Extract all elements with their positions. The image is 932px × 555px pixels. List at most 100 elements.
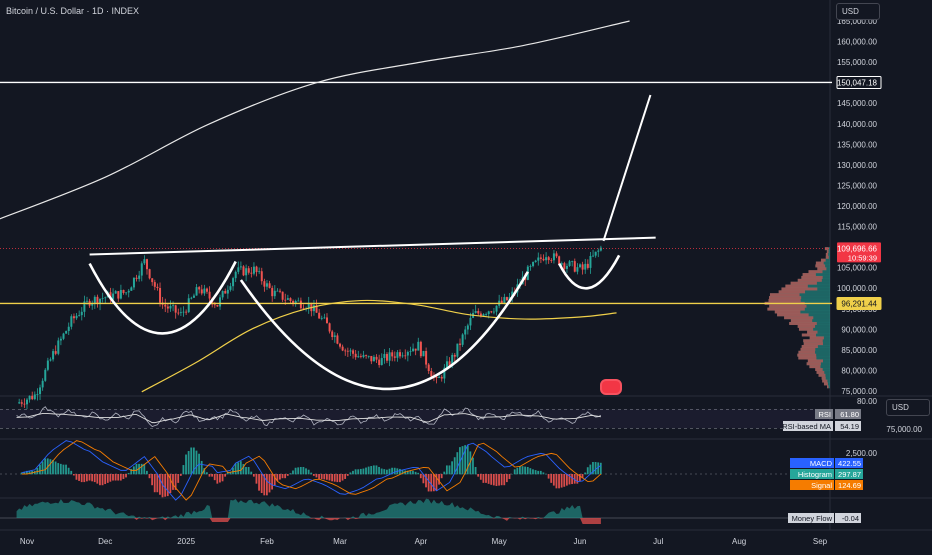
candle-body[interactable] (258, 271, 260, 272)
candle-body[interactable] (396, 352, 398, 358)
candle-body[interactable] (336, 335, 338, 343)
candle-body[interactable] (271, 288, 273, 296)
candle-body[interactable] (151, 278, 153, 282)
candle-body[interactable] (506, 297, 508, 300)
candle-body[interactable] (571, 261, 573, 262)
candle-body[interactable] (177, 313, 179, 314)
candle-body[interactable] (250, 273, 252, 274)
candle-body[interactable] (253, 267, 255, 274)
candle-body[interactable] (412, 349, 414, 352)
candle-body[interactable] (399, 352, 401, 356)
candle-body[interactable] (123, 290, 125, 293)
candle-body[interactable] (501, 301, 503, 303)
candle-body[interactable] (203, 289, 205, 294)
candle-body[interactable] (227, 290, 229, 294)
candle-body[interactable] (279, 291, 281, 292)
candle-body[interactable] (553, 253, 555, 260)
candle-body[interactable] (532, 262, 534, 266)
candle-body[interactable] (417, 342, 419, 351)
candle-body[interactable] (391, 352, 393, 356)
candle-body[interactable] (256, 267, 258, 272)
candle-body[interactable] (149, 269, 151, 278)
candle-body[interactable] (29, 396, 31, 400)
sma-200-line[interactable] (142, 300, 617, 391)
candle-body[interactable] (584, 264, 586, 270)
candle-body[interactable] (125, 292, 127, 293)
candle-body[interactable] (73, 316, 75, 318)
candle-body[interactable] (52, 351, 54, 359)
candle-body[interactable] (193, 296, 195, 298)
candle-body[interactable] (454, 355, 456, 357)
candle-body[interactable] (423, 351, 425, 356)
candle-body[interactable] (198, 287, 200, 289)
candle-body[interactable] (323, 317, 325, 318)
candle-body[interactable] (467, 325, 469, 329)
candle-body[interactable] (146, 259, 148, 269)
candle-body[interactable] (529, 266, 531, 267)
candle-body[interactable] (438, 377, 440, 378)
candle-body[interactable] (540, 258, 542, 259)
currency-button[interactable]: USD (836, 3, 880, 20)
candle-body[interactable] (321, 318, 323, 319)
candle-body[interactable] (175, 305, 177, 312)
candle-body[interactable] (548, 257, 550, 260)
candle-body[interactable] (381, 358, 383, 365)
candle-body[interactable] (365, 355, 367, 356)
candle-body[interactable] (206, 289, 208, 292)
candle-body[interactable] (185, 312, 187, 313)
candle-body[interactable] (550, 260, 552, 261)
money-flow-negative-area[interactable] (17, 518, 601, 524)
candle-body[interactable] (503, 297, 505, 303)
candle-body[interactable] (18, 402, 20, 403)
candle-body[interactable] (542, 259, 544, 260)
candle-body[interactable] (130, 287, 132, 290)
candle-body[interactable] (159, 288, 161, 303)
candle-body[interactable] (563, 263, 565, 269)
candle-body[interactable] (209, 292, 211, 299)
candle-body[interactable] (595, 252, 597, 256)
candle-body[interactable] (216, 305, 218, 306)
candle-body[interactable] (349, 350, 351, 351)
candle-body[interactable] (117, 291, 119, 298)
candle-body[interactable] (201, 289, 203, 293)
neckline-line[interactable] (90, 238, 656, 255)
candle-body[interactable] (566, 266, 568, 269)
candle-body[interactable] (57, 340, 59, 353)
candle-body[interactable] (128, 291, 130, 293)
candle-body[interactable] (164, 305, 166, 307)
candle-body[interactable] (232, 278, 234, 286)
candle-body[interactable] (76, 316, 78, 318)
candle-body[interactable] (420, 342, 422, 356)
candle-body[interactable] (269, 283, 271, 288)
candle-body[interactable] (357, 356, 359, 357)
long-term-curve-line[interactable] (0, 21, 630, 220)
candle-body[interactable] (407, 352, 409, 355)
candle-body[interactable] (219, 297, 221, 306)
candle-body[interactable] (587, 264, 589, 268)
candle-body[interactable] (574, 261, 576, 272)
candle-body[interactable] (214, 304, 216, 305)
candle-body[interactable] (579, 264, 581, 267)
candle-body[interactable] (94, 297, 96, 303)
candle-body[interactable] (339, 344, 341, 347)
candle-body[interactable] (415, 349, 417, 351)
candle-body[interactable] (386, 354, 388, 361)
candle-body[interactable] (459, 344, 461, 345)
candle-body[interactable] (370, 356, 372, 361)
candle-body[interactable] (592, 256, 594, 257)
candle-body[interactable] (120, 290, 122, 299)
candle-body[interactable] (569, 261, 571, 266)
candle-body[interactable] (65, 331, 67, 334)
candle-body[interactable] (475, 311, 477, 313)
candle-body[interactable] (34, 394, 36, 399)
candle-body[interactable] (576, 267, 578, 272)
candle-body[interactable] (282, 292, 284, 300)
candle-body[interactable] (102, 298, 104, 299)
candle-body[interactable] (196, 287, 198, 295)
candle-body[interactable] (276, 291, 278, 292)
candle-body[interactable] (464, 330, 466, 335)
candle-body[interactable] (180, 312, 182, 313)
candle-body[interactable] (394, 356, 396, 357)
candle-body[interactable] (545, 257, 547, 260)
candle-body[interactable] (167, 307, 169, 309)
